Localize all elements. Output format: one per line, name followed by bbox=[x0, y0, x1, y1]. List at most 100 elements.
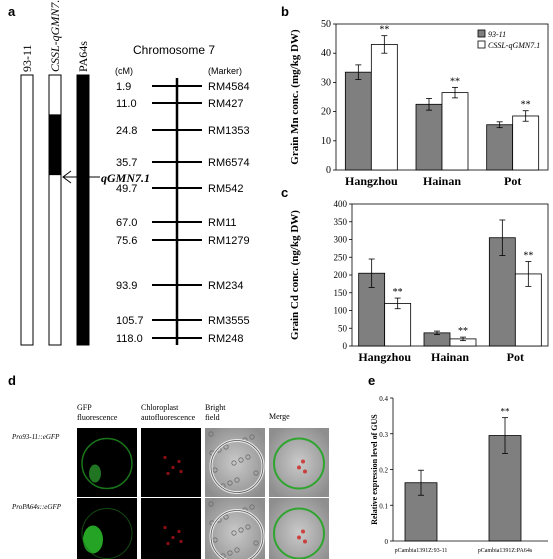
chloroplast-dot bbox=[179, 539, 183, 544]
speckle bbox=[249, 504, 255, 510]
speckle bbox=[245, 524, 251, 530]
bright-field-image bbox=[205, 428, 265, 497]
legend-label: 93-11 bbox=[488, 30, 506, 39]
category-label: Hainan bbox=[423, 174, 461, 188]
significance-mark: ** bbox=[450, 76, 460, 87]
speckle bbox=[223, 514, 229, 520]
y-tick-label: 350 bbox=[334, 217, 348, 227]
y-tick-label: 40 bbox=[321, 48, 331, 59]
column-header: GFP fluorescence bbox=[77, 403, 118, 422]
fluorescence-image bbox=[77, 428, 137, 497]
bar bbox=[344, 71, 372, 171]
speckle bbox=[208, 501, 214, 507]
merge-dot bbox=[303, 539, 307, 544]
fluorescence-image bbox=[77, 498, 137, 559]
chloroplast-dot bbox=[163, 455, 167, 460]
marker-cm: 11.0 bbox=[116, 98, 137, 110]
marker-name: RM3555 bbox=[208, 315, 250, 327]
column-header: Bright field bbox=[205, 403, 226, 422]
speckle bbox=[238, 457, 244, 463]
marker-name: RM1279 bbox=[208, 235, 250, 247]
significance-mark: ** bbox=[501, 407, 511, 417]
significance-mark: ** bbox=[521, 100, 531, 111]
column-header: Merge bbox=[269, 412, 290, 421]
merge-ring bbox=[273, 437, 325, 490]
y-tick-label: 30 bbox=[321, 77, 331, 88]
marker-name: RM542 bbox=[208, 183, 243, 195]
chloroplast-dot bbox=[171, 465, 175, 470]
speckle bbox=[253, 540, 259, 546]
y-tick-label: 0 bbox=[385, 538, 389, 546]
bar bbox=[512, 115, 540, 171]
marker-name: RM4584 bbox=[208, 81, 250, 93]
legend-swatch bbox=[477, 40, 486, 49]
speckle bbox=[234, 547, 240, 553]
chromosome-title: Chromosome 7 bbox=[133, 43, 215, 57]
y-tick-label: 50 bbox=[338, 323, 348, 333]
marker-cm: 105.7 bbox=[116, 315, 144, 327]
category-label: Hangzhou bbox=[358, 350, 411, 364]
marker-cm: 24.8 bbox=[116, 125, 137, 137]
row-label: ProPA64s::eGFP bbox=[11, 503, 62, 511]
gfp-ring bbox=[81, 437, 133, 490]
gfp-nucleus bbox=[89, 464, 101, 483]
marker-name: RM6574 bbox=[208, 157, 250, 169]
strain-label-0: 93-11 bbox=[20, 44, 34, 72]
gfp-signal bbox=[83, 525, 103, 554]
chloroplast-dot bbox=[177, 459, 181, 464]
y-tick-label: 0 bbox=[326, 165, 331, 176]
panel-c-cd-chart: 0 50 100 150 200 250 300 350 400 Grain Cd conc. (… bbox=[289, 199, 549, 364]
bar bbox=[384, 302, 412, 347]
y-tick-label: 250 bbox=[334, 252, 348, 262]
bar bbox=[441, 92, 469, 171]
y-tick-label: 100 bbox=[334, 306, 348, 316]
speckle bbox=[231, 460, 237, 466]
marker-cm: 67.0 bbox=[116, 217, 137, 229]
y-tick-label: 0.1 bbox=[379, 502, 388, 510]
panel-a-letter: a bbox=[8, 4, 16, 19]
marker-name: RM427 bbox=[208, 98, 243, 110]
category-label: pCambia1391Z:93-11 bbox=[395, 548, 448, 554]
panel-a-linkage-map: 93-11 CSSL-qGMN7.1 PA64s Chromosome 7(cM) (M… bbox=[20, 0, 250, 346]
category-label: Pot bbox=[504, 174, 521, 188]
fluorescence-image bbox=[141, 498, 201, 559]
marker-name: RM11 bbox=[208, 217, 237, 229]
merge-bg bbox=[269, 498, 329, 559]
panel-b-letter: b bbox=[281, 4, 289, 19]
bar bbox=[486, 124, 514, 171]
speckle bbox=[212, 467, 218, 473]
category-label: Hangzhou bbox=[345, 174, 398, 188]
speckle bbox=[249, 434, 255, 440]
chloroplast-dot bbox=[177, 529, 181, 534]
speckle bbox=[227, 480, 233, 486]
bar bbox=[370, 44, 398, 171]
y-axis-label: Grain Mn conc. (mg/kg DW) bbox=[289, 29, 301, 165]
y-tick-label: 150 bbox=[334, 288, 348, 298]
merge-dot bbox=[303, 469, 307, 474]
y-tick-label: 300 bbox=[334, 235, 348, 245]
column-header: Chloroplast autofluorescence bbox=[141, 403, 196, 422]
marker-cm: 118.0 bbox=[116, 333, 143, 345]
chloroplast-dot bbox=[166, 471, 170, 476]
cell-outline bbox=[210, 440, 264, 493]
qtl-arrow-head bbox=[62, 170, 72, 184]
merge-dot bbox=[301, 529, 305, 534]
legend-label: CSSL-qGMN7.1 bbox=[488, 41, 540, 50]
chromosome-pa64s bbox=[76, 74, 90, 346]
row-label: Pro93-11::eGFP bbox=[11, 433, 60, 441]
marker-cm: 35.7 bbox=[116, 157, 137, 169]
qtl-label: qGMN7.1 bbox=[101, 171, 150, 185]
panel-e-letter: e bbox=[368, 373, 375, 388]
speckle bbox=[245, 454, 251, 460]
merge-dot bbox=[297, 465, 301, 470]
chloroplast-dot bbox=[179, 469, 183, 474]
chromosome-93-11 bbox=[20, 74, 34, 346]
fluorescence-image bbox=[141, 428, 201, 497]
strain-label-2: PA64s bbox=[76, 41, 90, 72]
category-label: pCambia1391Z:PA64s bbox=[478, 548, 533, 554]
y-tick-label: 0.3 bbox=[379, 431, 388, 439]
legend-swatch bbox=[477, 29, 486, 38]
marker-header: (Marker) bbox=[208, 66, 242, 76]
panel-b-mn-chart: 0 10 20 30 40 50 Grain Mn conc. (mg/kg DW) ** Ha… bbox=[289, 19, 549, 188]
